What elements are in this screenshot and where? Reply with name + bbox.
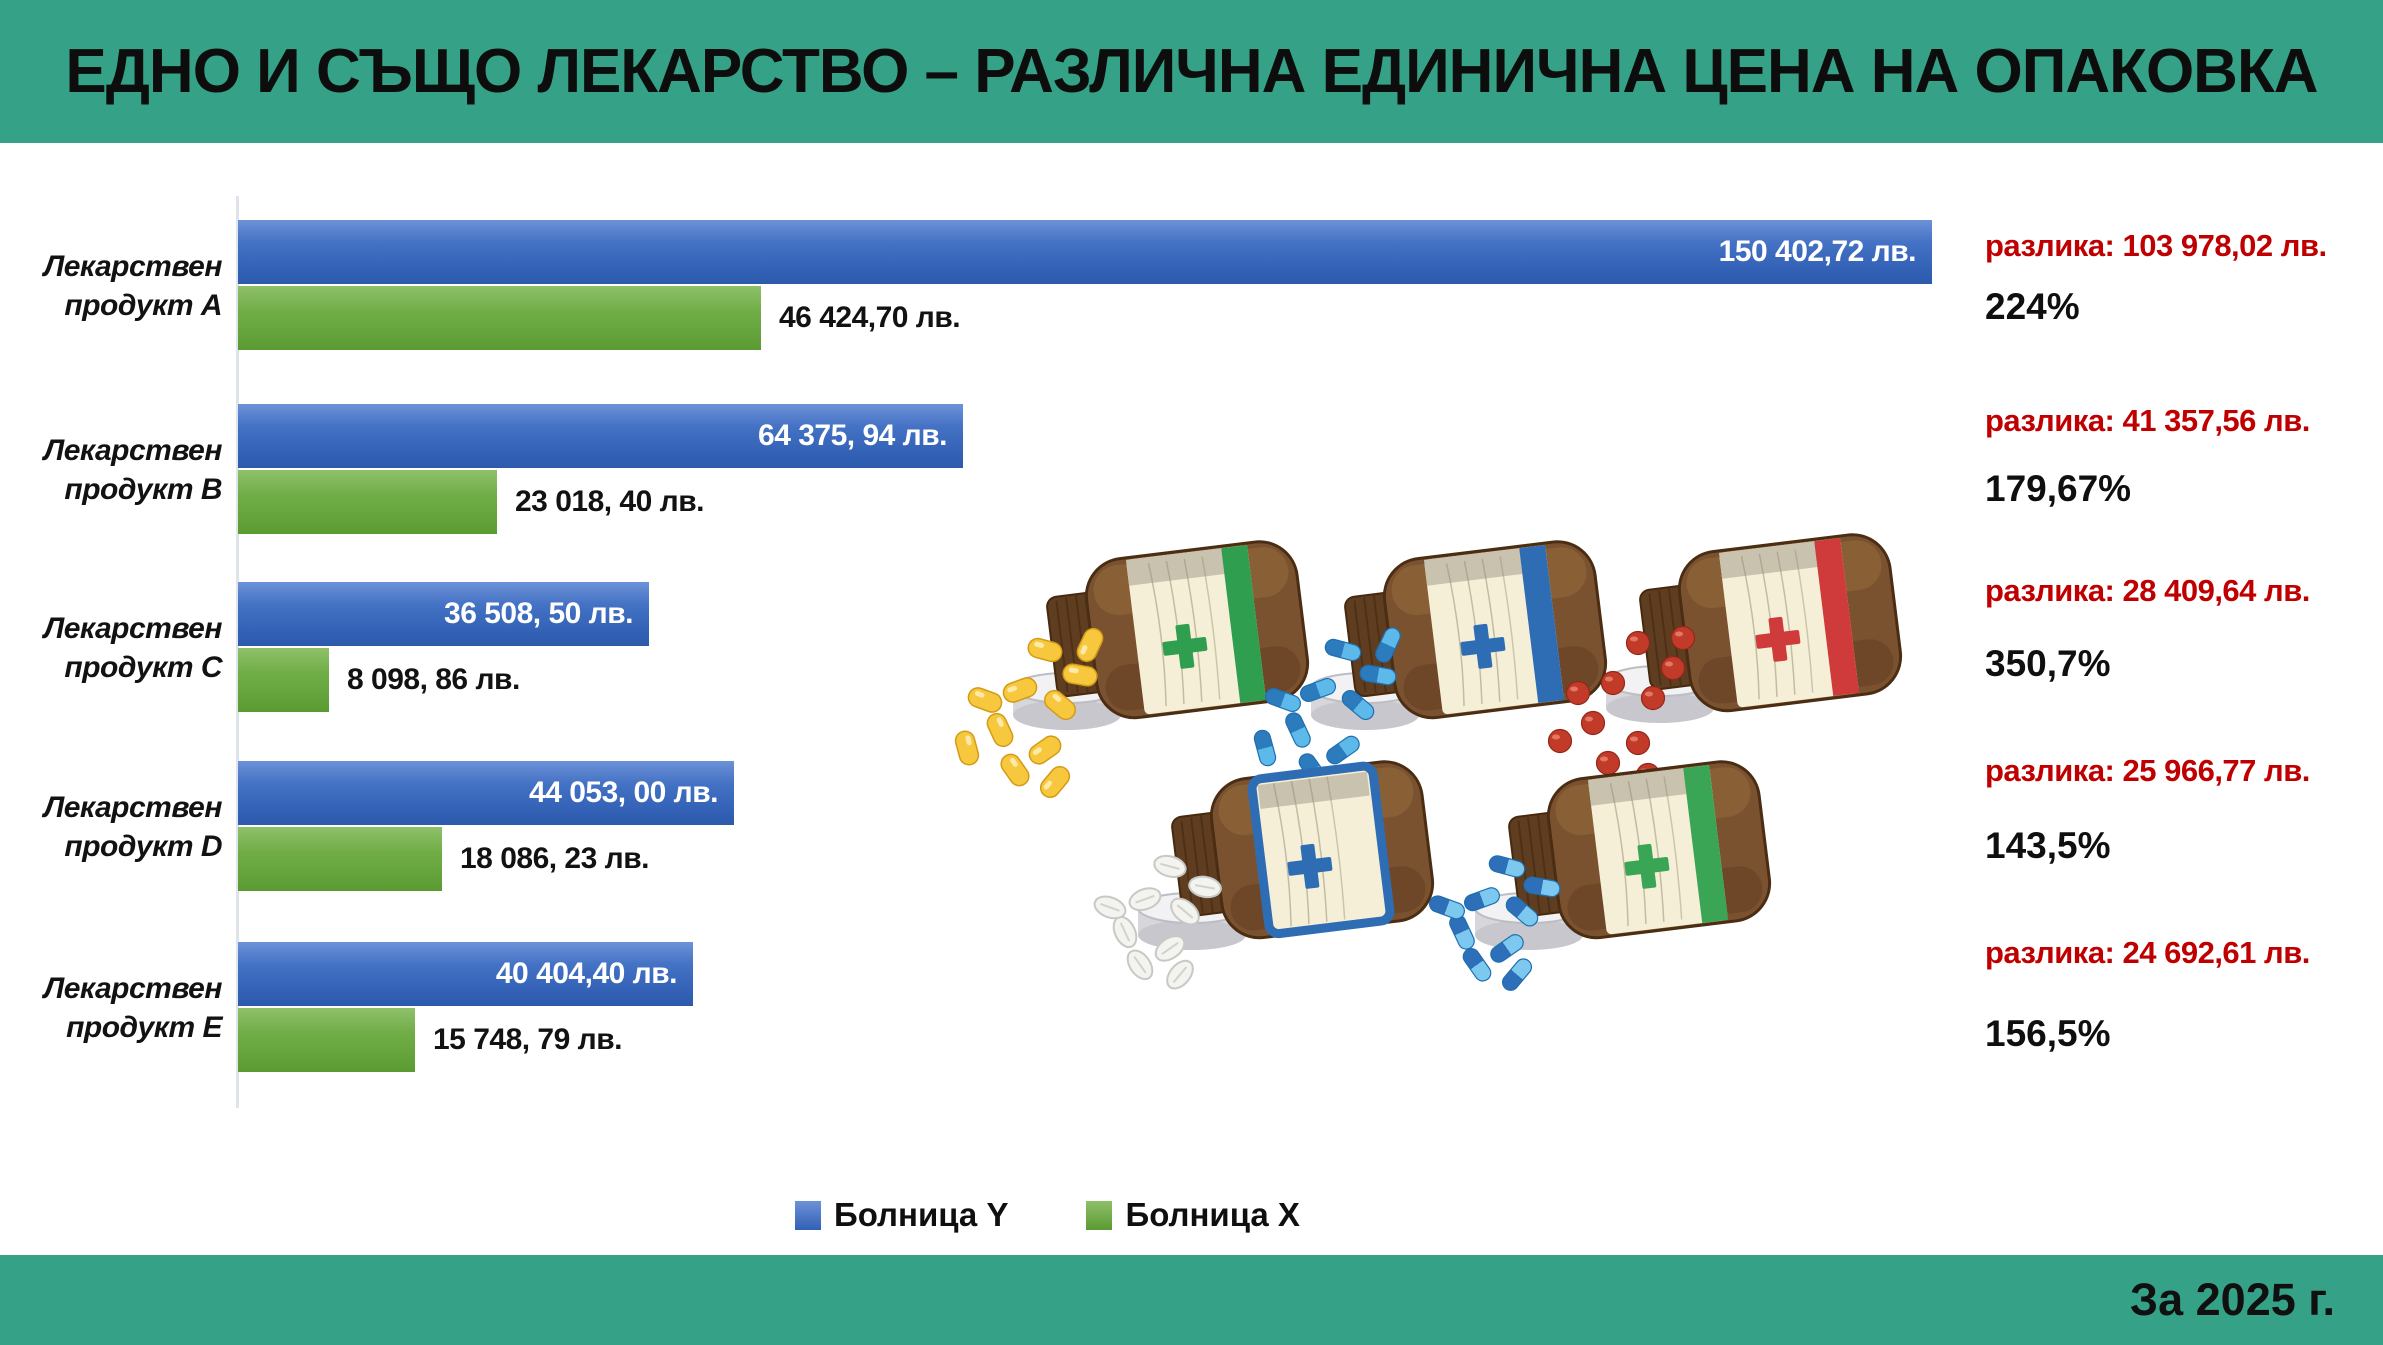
bar-value: 8 098, 86 лв.: [347, 663, 520, 696]
bar-value: 18 086, 23 лв.: [460, 842, 649, 875]
period-label: За 2025 г.: [2129, 1274, 2335, 1325]
difference-label: разлика: 41 357,56 лв.: [1985, 403, 2310, 438]
bar-hospital-x: [238, 470, 497, 534]
title-bar: ЕДНО И СЪЩО ЛЕКАРСТВО – РАЗЛИЧНА ЕДИНИЧН…: [0, 0, 2383, 143]
legend-swatch-icon: [795, 1200, 821, 1230]
y-axis-line: [236, 196, 239, 1108]
legend-item: Болница X: [1086, 1196, 1300, 1234]
bar-hospital-y: 150 402,72 лв.: [238, 220, 1932, 284]
difference-label: разлика: 24 692,61 лв.: [1985, 935, 2310, 970]
bar-hospital-y: 40 404,40 лв.: [238, 942, 693, 1006]
bar-value: 15 748, 79 лв.: [433, 1023, 622, 1056]
difference-label: разлика: 25 966,77 лв.: [1985, 753, 2310, 788]
category-label: Лекарствен продукт C: [43, 612, 223, 684]
percent-label: 224%: [1985, 286, 2080, 327]
chart-legend: Болница Y Болница X: [795, 1196, 1300, 1234]
pill-bottles-illustration: [954, 533, 1903, 991]
bar-hospital-y: 36 508, 50 лв.: [238, 582, 649, 646]
percent-label: 179,67%: [1985, 468, 2132, 509]
bar-hospital-x: [238, 827, 442, 891]
page-title: ЕДНО И СЪЩО ЛЕКАРСТВО – РАЗЛИЧНА ЕДИНИЧН…: [65, 37, 2318, 106]
category-label: Лекарствен продукт A: [43, 250, 223, 322]
bar-hospital-y: 44 053, 00 лв.: [238, 761, 734, 825]
bar-value: 23 018, 40 лв.: [515, 485, 704, 518]
bar-value: 40 404,40 лв.: [495, 957, 678, 990]
difference-label: разлика: 28 409,64 лв.: [1985, 573, 2310, 608]
bar-hospital-x: [238, 1008, 415, 1072]
category-label: Лекарствен продукт B: [43, 434, 223, 506]
footer-bar: За 2025 г.: [0, 1255, 2383, 1345]
legend-item: Болница Y: [795, 1196, 1008, 1234]
bar-value: 44 053, 00 лв.: [529, 776, 718, 809]
percent-label: 156,5%: [1985, 1013, 2111, 1054]
legend-swatch-icon: [1086, 1200, 1113, 1230]
bar-value: 64 375, 94 лв.: [758, 419, 947, 452]
bar-value: 150 402,72 лв.: [1718, 235, 1917, 268]
percent-label: 143,5%: [1985, 825, 2111, 866]
category-label: Лекарствен продукт D: [43, 791, 223, 863]
legend-label: Болница Y: [834, 1196, 1009, 1233]
bar-hospital-y: 64 375, 94 лв.: [238, 404, 963, 468]
bar-value: 46 424,70 лв.: [779, 301, 961, 334]
bar-value: 36 508, 50 лв.: [444, 597, 633, 630]
percent-label: 350,7%: [1985, 643, 2111, 684]
legend-label: Болница X: [1125, 1196, 1300, 1233]
bar-hospital-x: [238, 286, 761, 350]
difference-label: разлика: 103 978,02 лв.: [1985, 228, 2327, 263]
category-label: Лекарствен продукт E: [43, 972, 223, 1044]
bar-hospital-x: [238, 648, 329, 712]
